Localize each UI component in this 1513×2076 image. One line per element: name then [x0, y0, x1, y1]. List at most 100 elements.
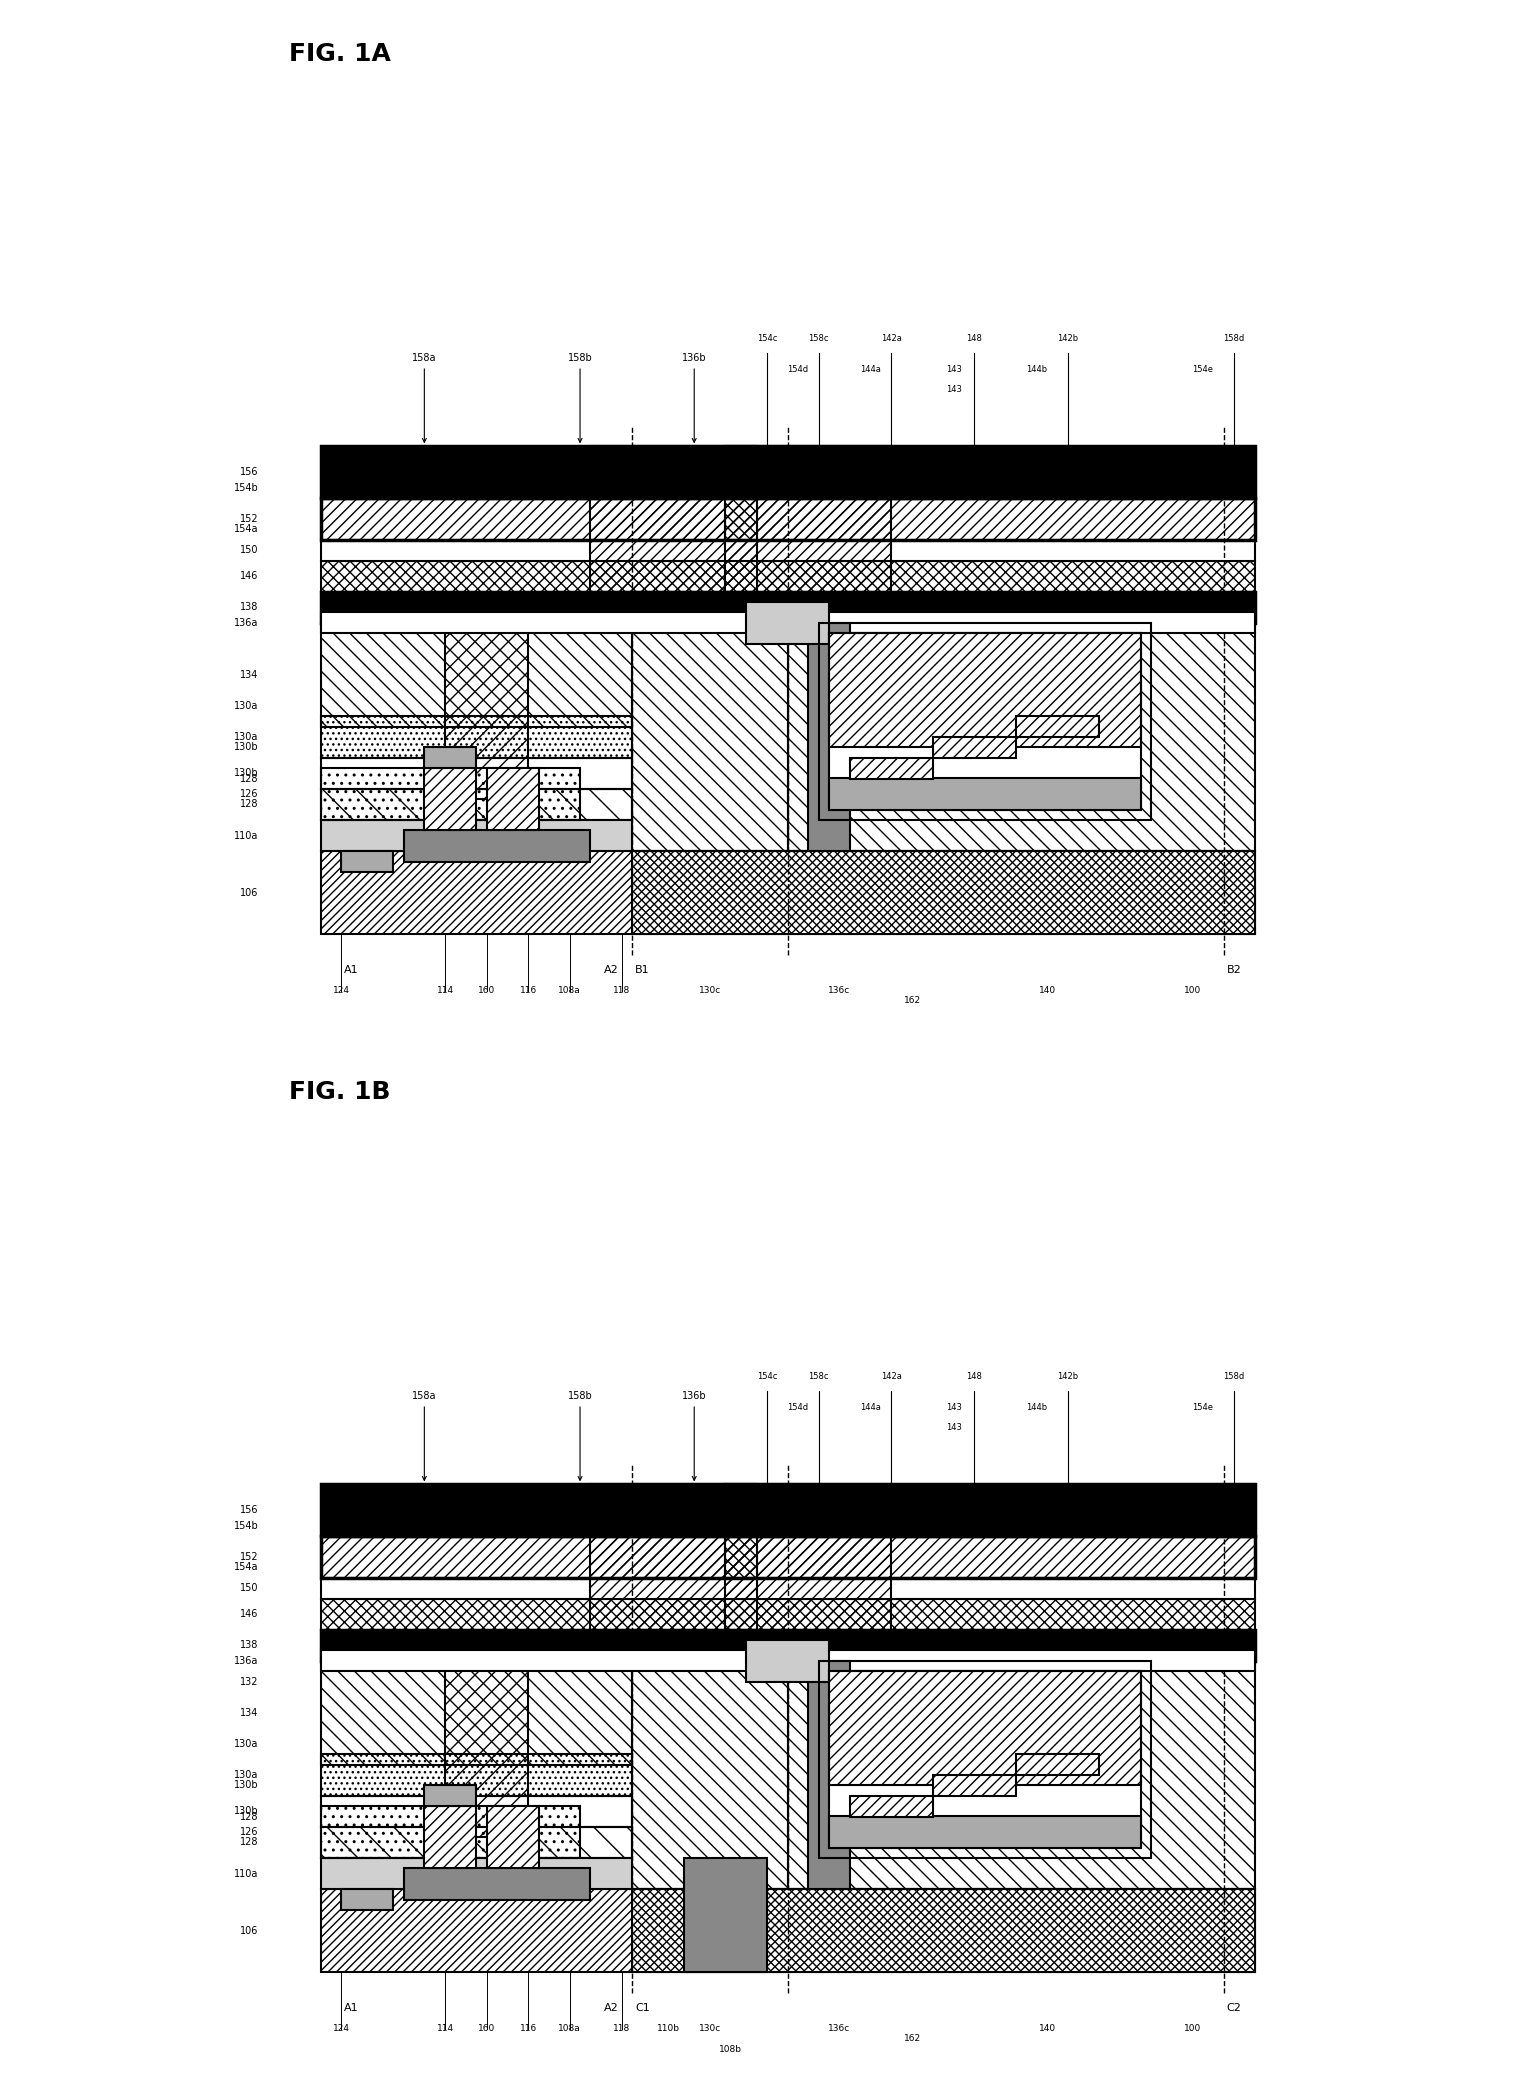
Text: 124: 124	[333, 2024, 350, 2032]
Text: A2: A2	[604, 2003, 619, 2014]
Bar	[632, 1889, 1254, 1972]
Bar	[819, 623, 1151, 820]
Text: 140: 140	[1038, 2024, 1056, 2032]
Text: 154a: 154a	[235, 525, 259, 534]
Bar	[829, 1671, 1141, 1785]
Text: 144b: 144b	[1026, 1403, 1047, 1412]
Text: 136b: 136b	[682, 353, 707, 442]
Text: 132: 132	[239, 1677, 259, 1686]
Text: 108a: 108a	[558, 2024, 581, 2032]
Text: 154c: 154c	[756, 1372, 778, 1381]
Text: 110a: 110a	[235, 830, 259, 841]
Text: 162: 162	[903, 2034, 921, 2043]
Text: 130c: 130c	[699, 2024, 720, 2032]
Bar	[321, 1599, 1254, 1630]
Bar	[321, 851, 1254, 934]
Bar	[808, 1661, 850, 1889]
Text: 158a: 158a	[412, 353, 437, 442]
Bar	[321, 1754, 632, 1796]
Bar	[321, 1889, 1254, 1972]
Text: 130b: 130b	[233, 743, 259, 752]
Text: 142b: 142b	[1058, 334, 1079, 343]
Bar	[725, 1484, 756, 1578]
Bar	[829, 1671, 1141, 1848]
Text: 100: 100	[1183, 986, 1201, 994]
Text: 143: 143	[946, 386, 962, 394]
Text: 100: 100	[1183, 2024, 1201, 2032]
Text: 158c: 158c	[808, 1372, 829, 1381]
Text: 142a: 142a	[881, 334, 902, 343]
Text: 138: 138	[241, 1640, 259, 1650]
Text: 150: 150	[239, 546, 259, 554]
Text: 126: 126	[239, 1827, 259, 1837]
Bar	[445, 1661, 528, 1837]
Bar	[788, 1661, 1254, 1889]
Text: 143: 143	[946, 1403, 962, 1412]
Bar	[321, 1827, 632, 1858]
Bar	[788, 623, 1254, 851]
Text: 130a: 130a	[235, 1771, 259, 1779]
Text: 160: 160	[478, 2024, 495, 2032]
Text: A1: A1	[345, 2003, 359, 2014]
Text: 154b: 154b	[233, 484, 259, 492]
Bar	[829, 1816, 1141, 1848]
Text: 114: 114	[437, 986, 454, 994]
Bar	[321, 789, 632, 820]
Text: 156: 156	[239, 1505, 259, 1515]
Text: 108b: 108b	[719, 2045, 741, 2053]
Bar	[829, 633, 1141, 747]
Text: 158d: 158d	[1224, 1372, 1245, 1381]
Bar	[934, 737, 1017, 758]
Text: 136c: 136c	[829, 986, 850, 994]
Text: 110a: 110a	[235, 1868, 259, 1879]
Text: 148: 148	[967, 1372, 982, 1381]
Bar	[342, 1889, 393, 1910]
Bar	[632, 1661, 788, 1889]
Bar	[321, 498, 1254, 540]
Text: A2: A2	[604, 965, 619, 976]
Text: B2: B2	[1227, 965, 1241, 976]
Text: 118: 118	[613, 986, 631, 994]
Bar	[321, 851, 1254, 934]
Text: 124: 124	[333, 986, 350, 994]
Bar	[850, 758, 934, 778]
Text: 154d: 154d	[787, 365, 808, 374]
Bar	[424, 768, 477, 830]
Bar	[424, 747, 477, 768]
Text: 160: 160	[478, 986, 495, 994]
Text: 142b: 142b	[1058, 1372, 1079, 1381]
Bar	[829, 633, 1141, 810]
Bar	[590, 1484, 756, 1630]
Text: 116: 116	[519, 2024, 537, 2032]
Text: 130c: 130c	[699, 986, 720, 994]
Bar	[487, 768, 539, 830]
Text: 128: 128	[239, 774, 259, 783]
Text: 118: 118	[613, 2024, 631, 2032]
Text: 154b: 154b	[233, 1522, 259, 1530]
Bar	[487, 1806, 539, 1868]
Bar	[725, 446, 756, 540]
Text: 154e: 154e	[1192, 365, 1213, 374]
Text: 158c: 158c	[808, 334, 829, 343]
Text: 130b: 130b	[233, 1806, 259, 1816]
Bar	[424, 1785, 477, 1806]
Text: 156: 156	[239, 467, 259, 477]
Bar	[725, 1484, 891, 1630]
Text: 130a: 130a	[235, 702, 259, 710]
Bar	[321, 446, 1254, 498]
Bar	[321, 1650, 1254, 1671]
Text: 144a: 144a	[861, 365, 881, 374]
Text: 128: 128	[239, 1837, 259, 1848]
Bar	[632, 1889, 1254, 1972]
Text: 134: 134	[241, 671, 259, 679]
Text: 126: 126	[239, 789, 259, 799]
Text: 152: 152	[239, 515, 259, 523]
Text: 136a: 136a	[235, 1657, 259, 1665]
Bar	[321, 592, 1254, 623]
Bar	[746, 1640, 829, 1682]
Text: A1: A1	[345, 965, 359, 976]
Text: 144b: 144b	[1026, 365, 1047, 374]
Bar	[746, 602, 829, 644]
Text: 110b: 110b	[657, 2024, 679, 2032]
Bar	[321, 1630, 1254, 1661]
